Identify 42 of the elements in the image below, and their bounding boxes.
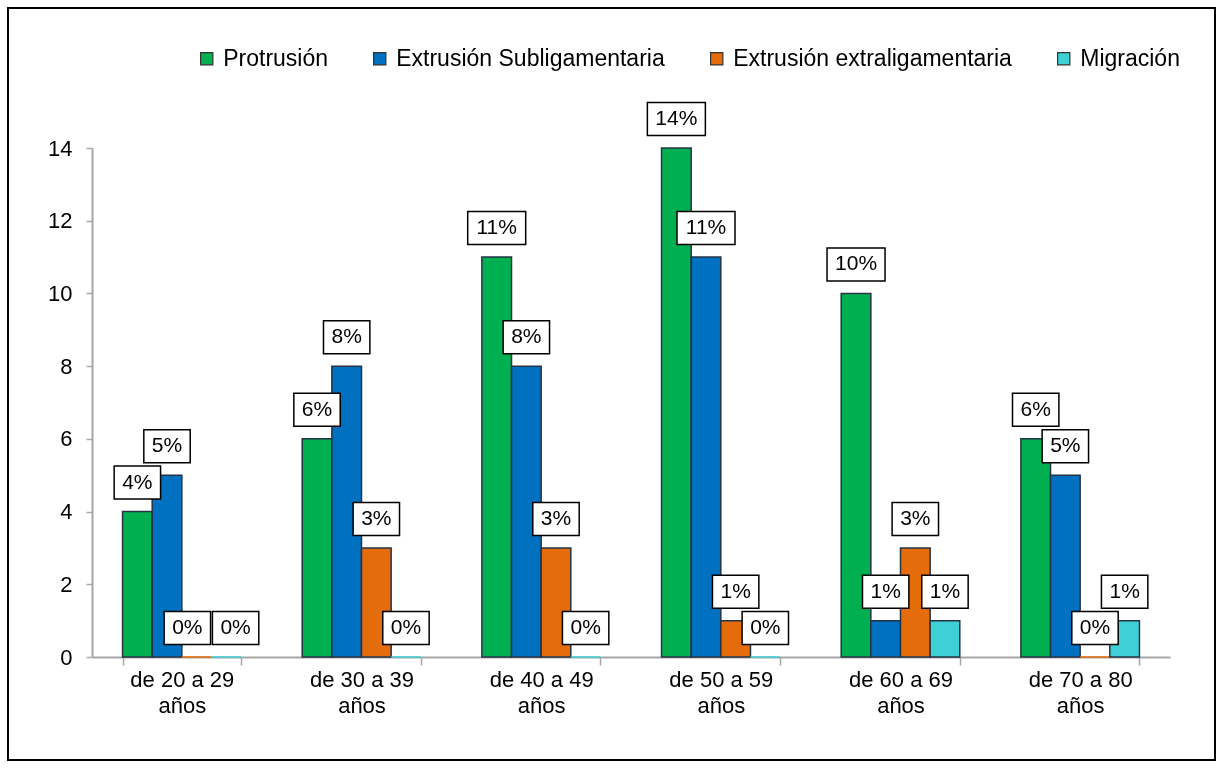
data-label: 0% <box>220 615 251 638</box>
data-label: 11% <box>476 215 517 239</box>
data-label: 8% <box>511 324 542 348</box>
data-label: 5% <box>151 433 183 457</box>
data-label: 3% <box>361 505 392 529</box>
data-label: 10% <box>835 251 878 275</box>
x-tick-label: de 60 a 69 años <box>849 666 953 718</box>
data-label: 0% <box>750 615 781 638</box>
data-label: 4% <box>122 469 153 493</box>
data-label: 0% <box>390 615 422 638</box>
y-tick-label: 12 <box>48 208 73 234</box>
y-tick-label: 14 <box>48 135 73 161</box>
legend-label: Extrusión extraligamentaria <box>733 44 1013 71</box>
x-tick-label: de 70 a 80 años <box>1028 666 1133 718</box>
y-tick-label: 8 <box>60 353 73 379</box>
data-label: 1% <box>929 578 961 602</box>
data-label: 1% <box>870 578 901 602</box>
legend-label: Extrusión Subligamentaria <box>396 44 665 71</box>
data-label: 8% <box>331 324 362 348</box>
y-tick-label: 0 <box>60 644 73 670</box>
data-label: 6% <box>301 396 333 420</box>
y-tick-label: 4 <box>60 499 73 525</box>
data-label: 0% <box>1079 615 1111 638</box>
data-label: 1% <box>1109 578 1140 602</box>
data-label: 0% <box>172 615 203 638</box>
data-label: 5% <box>1050 433 1081 457</box>
data-label: 14% <box>655 106 698 129</box>
data-label: 1% <box>720 578 751 602</box>
legend-label: Migración <box>1080 44 1180 71</box>
data-label: 3% <box>900 505 931 529</box>
x-tick-label: de 40 a 49 años <box>489 666 594 718</box>
y-tick-label: 6 <box>60 426 73 452</box>
data-label: 11% <box>685 215 727 239</box>
x-tick-label: de 50 a 59 años <box>669 666 774 718</box>
x-tick-label: de 20 a 29 años <box>130 666 235 718</box>
legend-label: Protrusión <box>223 44 329 71</box>
data-label: 6% <box>1020 396 1051 420</box>
data-label: 3% <box>540 505 572 529</box>
data-label: 0% <box>570 615 601 638</box>
y-tick-label: 10 <box>48 280 73 306</box>
y-tick-label: 2 <box>60 571 73 597</box>
x-tick-label: de 30 a 39 años <box>310 666 414 718</box>
